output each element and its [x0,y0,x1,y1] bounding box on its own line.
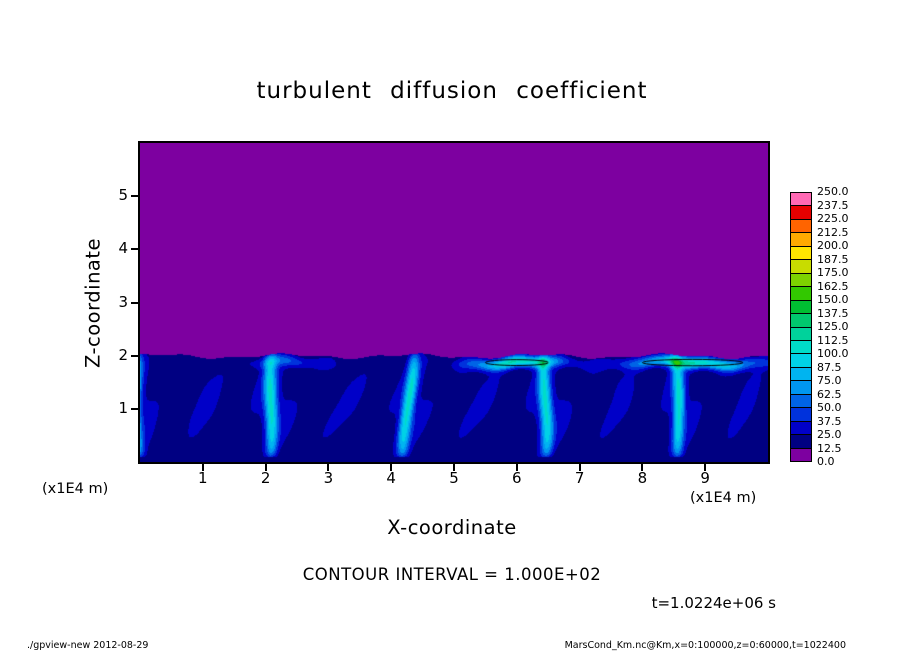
x-tick-mark [641,464,644,471]
colorbar-tick-label: 150.0 [817,293,849,306]
colorbar-swatch [791,193,811,207]
colorbar-tick-label: 250.0 [817,185,849,198]
y-tick-mark [131,407,138,410]
y-tick-mark [131,301,138,304]
x-tick-mark [453,464,455,471]
x-tick-mark [390,464,393,471]
colorbar-labels: 250.0 237.5 225.0 212.5 200.0 187.5 175.0 162.5… [817,186,867,468]
x-tick-label: 3 [323,469,334,487]
colorbar-swatch [791,314,811,328]
y-tick-mark [131,354,138,357]
y-tick-mark [131,195,138,198]
colorbar-swatch [791,273,811,288]
x-tick-label: 4 [386,469,396,487]
y-axis-label: Z-coordinate [81,237,105,369]
colorbar-swatch [791,246,811,261]
x-tick-mark [327,464,330,471]
colorbar-tick-label: 0.0 [817,455,835,468]
y-axis-unit: (x1E4 m) [42,481,109,497]
colorbar-swatch [791,300,811,315]
colorbar-tick-label: 137.5 [817,306,849,320]
x-tick-mark [264,464,267,471]
x-tick-label: 9 [700,469,710,487]
colorbar-tick-label: 125.0 [817,320,849,333]
time-annotation: t=1.0224e+06 s [651,594,776,612]
colorbar-tick-label: 200.0 [817,239,849,252]
x-axis-label: X-coordinate [387,516,517,539]
colorbar-tick-label: 87.5 [817,360,842,374]
colorbar-swatch [791,327,811,341]
colorbar-swatch [791,448,811,462]
colorbar-tick-label: 62.5 [817,387,842,401]
contour-interval-note: CONTOUR INTERVAL = 1.000E+02 [302,565,602,584]
footer-command: ./gpview-new 2012-08-29 [27,640,149,651]
colorbar-tick-label: 25.0 [817,428,842,441]
y-tick-label: 1 [118,398,128,417]
x-tick-label: 2 [260,469,271,487]
colorbar-swatch [791,354,811,368]
colorbar-tick-label: 37.5 [817,414,842,428]
colorbar-swatch [791,340,811,355]
colorbar-swatch [791,260,811,274]
colorbar-tick-label: 100.0 [817,347,849,360]
colorbar-swatch [791,233,811,247]
footer-dataset: MarsCond_Km.nc@Km,x=0:100000,z=0:60000,t… [564,640,846,651]
x-tick-label: 8 [637,469,648,487]
colorbar-swatch [791,394,811,409]
colorbar-swatch [791,219,811,234]
colorbar [790,192,812,462]
colorbar-swatch [791,381,811,395]
colorbar-tick-label: 225.0 [817,212,849,225]
x-tick-label: 7 [574,469,585,487]
colorbar-tick-label: 212.5 [817,225,849,239]
colorbar-tick-label: 50.0 [817,401,842,414]
x-tick-label: 5 [449,469,459,487]
colorbar-tick-label: 162.5 [817,279,849,293]
x-tick-label: 6 [512,469,522,487]
x-tick-mark [515,464,518,471]
colorbar-tick-label: 112.5 [817,333,849,347]
colorbar-swatch [791,367,811,382]
colorbar-tick-label: 12.5 [817,441,842,455]
colorbar-tick-label: 237.5 [817,198,849,212]
x-tick-mark [704,464,707,471]
y-tick-mark [131,248,138,251]
plot-area [138,141,770,464]
colorbar-swatch [791,206,811,220]
heatmap-canvas [140,143,768,462]
x-axis-unit: (x1E4 m) [690,490,757,506]
x-tick-mark [201,464,204,471]
colorbar-tick-label: 187.5 [817,252,849,266]
chart-title: turbulent diffusion coefficient [256,78,648,104]
y-tick-label: 5 [118,186,128,205]
x-tick-label: 1 [198,469,208,487]
colorbar-swatch [791,421,811,436]
colorbar-swatch [791,435,811,449]
colorbar-tick-label: 175.0 [817,266,849,279]
x-tick-mark [578,464,581,471]
colorbar-tick-label: 75.0 [817,374,842,387]
colorbar-swatch [791,408,811,422]
colorbar-swatch [791,287,811,301]
